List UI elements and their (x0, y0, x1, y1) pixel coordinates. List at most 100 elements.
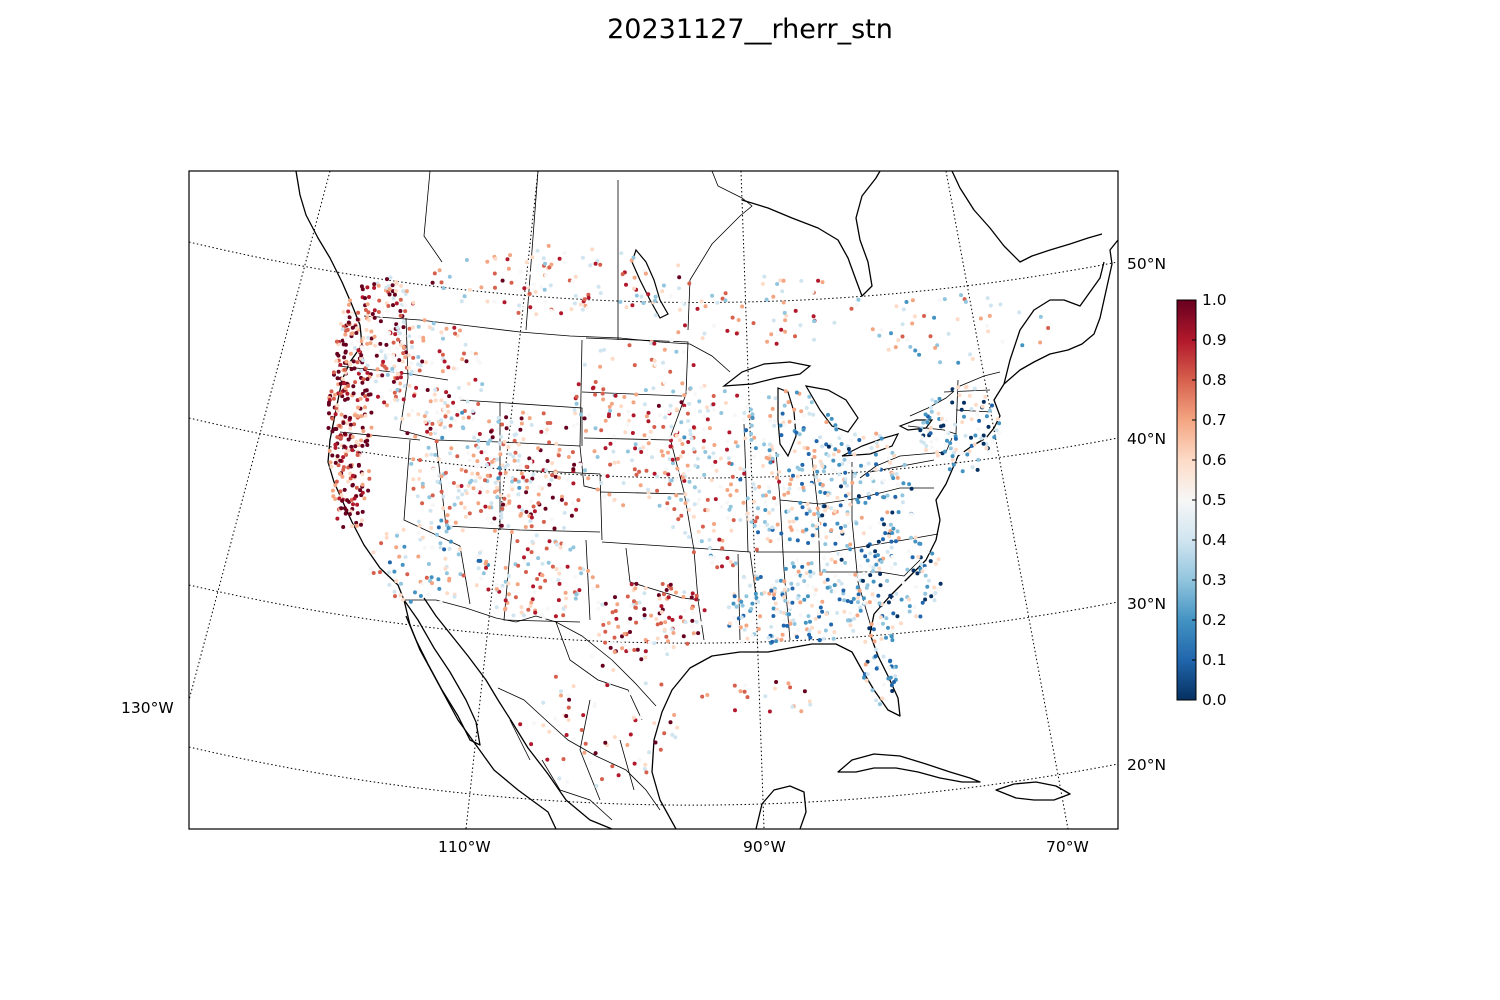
station-marker (854, 302, 859, 307)
station-marker (664, 634, 669, 639)
station-marker (773, 396, 778, 401)
station-marker (416, 324, 421, 329)
station-marker (643, 762, 648, 767)
station-marker (398, 331, 402, 336)
station-marker (621, 503, 626, 508)
station-marker (772, 496, 777, 501)
station-marker (755, 576, 760, 581)
station-marker (340, 327, 345, 332)
station-marker (895, 529, 900, 534)
yucatan (755, 785, 807, 829)
station-marker (338, 458, 343, 463)
station-marker (711, 394, 716, 398)
longitude-labels: 130°W 110°W 90°W 70°W (121, 699, 1089, 856)
station-marker (740, 304, 745, 309)
station-marker (467, 511, 472, 516)
station-marker (476, 358, 481, 363)
station-marker (345, 391, 350, 396)
station-marker (816, 611, 821, 616)
station-marker (693, 463, 698, 468)
station-marker (901, 481, 906, 486)
station-marker (734, 331, 739, 336)
station-marker (823, 508, 827, 513)
station-marker (652, 721, 657, 726)
station-marker (398, 381, 403, 386)
station-marker (871, 487, 876, 492)
station-marker (387, 331, 392, 335)
station-marker (782, 579, 787, 584)
station-marker (807, 411, 812, 416)
station-marker (646, 487, 650, 492)
station-marker (489, 501, 494, 506)
station-marker (549, 477, 554, 482)
station-marker (752, 523, 757, 528)
station-marker (543, 431, 548, 436)
station-marker (576, 382, 581, 387)
colorbar-tick-label: 0.9 (1202, 331, 1227, 349)
station-marker (448, 539, 453, 544)
station-marker (928, 431, 933, 436)
station-marker (394, 280, 398, 284)
station-marker (608, 645, 613, 650)
station-marker (531, 504, 536, 509)
station-marker (666, 450, 670, 455)
station-marker (352, 366, 357, 371)
station-marker (333, 412, 338, 417)
station-marker (781, 278, 786, 283)
station-marker (723, 291, 728, 296)
station-marker (874, 462, 879, 467)
station-marker (639, 294, 644, 299)
station-marker (539, 429, 544, 434)
station-marker (675, 725, 680, 730)
station-marker (375, 373, 380, 378)
station-marker (448, 423, 453, 428)
station-marker (360, 509, 365, 514)
station-marker (620, 634, 624, 639)
station-marker (877, 566, 882, 571)
colorbar-tick-label: 0.2 (1202, 611, 1227, 629)
station-marker (826, 444, 831, 449)
station-marker (863, 662, 868, 667)
station-marker (978, 316, 983, 321)
station-marker (885, 493, 890, 498)
station-marker (795, 474, 800, 479)
station-marker (843, 470, 848, 475)
station-marker (712, 408, 716, 412)
station-marker (351, 502, 355, 507)
station-marker (545, 427, 550, 432)
station-marker (641, 301, 646, 305)
station-marker (925, 420, 930, 425)
station-marker (401, 320, 406, 325)
station-marker (506, 423, 511, 428)
station-marker (502, 439, 507, 444)
station-marker (470, 409, 475, 414)
station-marker (934, 437, 939, 442)
station-marker (881, 654, 886, 659)
station-marker (343, 386, 348, 391)
station-marker (516, 492, 521, 497)
station-marker (365, 346, 370, 351)
station-marker (801, 574, 806, 579)
station-marker (652, 358, 657, 363)
station-marker (444, 326, 449, 331)
station-marker (820, 609, 825, 614)
station-marker (751, 454, 756, 459)
station-marker (788, 621, 793, 626)
station-marker (513, 477, 518, 482)
station-marker (490, 521, 495, 526)
station-marker (780, 632, 785, 637)
station-marker (790, 586, 795, 591)
station-marker (783, 329, 787, 334)
station-marker (767, 489, 772, 494)
station-marker (862, 464, 867, 469)
station-marker (814, 439, 819, 444)
station-marker (467, 458, 472, 463)
station-marker (395, 387, 400, 392)
station-marker (503, 465, 508, 470)
station-marker (440, 435, 445, 440)
station-marker (680, 381, 685, 386)
station-marker (782, 618, 787, 623)
station-marker (681, 475, 685, 480)
station-marker (569, 307, 574, 312)
station-marker (507, 499, 512, 504)
